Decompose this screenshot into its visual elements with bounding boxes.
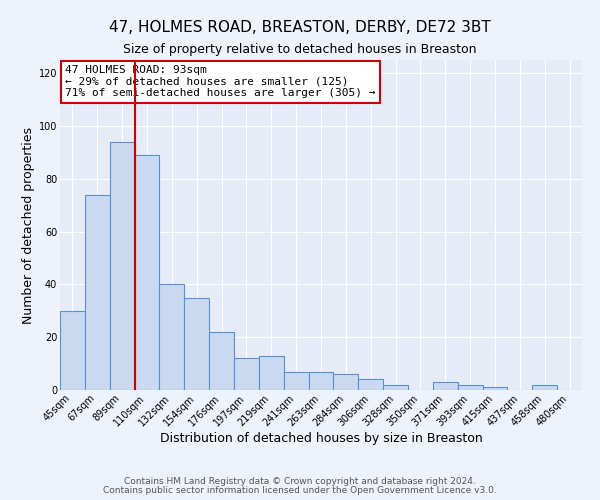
Bar: [110, 142, 134, 390]
Bar: [160, 284, 184, 390]
Bar: [532, 384, 557, 390]
Text: Contains public sector information licensed under the Open Government Licence v3: Contains public sector information licen…: [103, 486, 497, 495]
Bar: [209, 332, 234, 390]
Bar: [85, 194, 110, 390]
Text: 47 HOLMES ROAD: 93sqm
← 29% of detached houses are smaller (125)
71% of semi-det: 47 HOLMES ROAD: 93sqm ← 29% of detached …: [65, 65, 376, 98]
Bar: [308, 372, 334, 390]
Bar: [60, 311, 85, 390]
Y-axis label: Number of detached properties: Number of detached properties: [22, 126, 35, 324]
X-axis label: Distribution of detached houses by size in Breaston: Distribution of detached houses by size …: [160, 432, 482, 445]
Text: Size of property relative to detached houses in Breaston: Size of property relative to detached ho…: [123, 42, 477, 56]
Bar: [184, 298, 209, 390]
Text: Contains HM Land Registry data © Crown copyright and database right 2024.: Contains HM Land Registry data © Crown c…: [124, 477, 476, 486]
Bar: [458, 384, 482, 390]
Bar: [234, 358, 259, 390]
Bar: [259, 356, 284, 390]
Bar: [433, 382, 458, 390]
Bar: [358, 380, 383, 390]
Bar: [284, 372, 308, 390]
Text: 47, HOLMES ROAD, BREASTON, DERBY, DE72 3BT: 47, HOLMES ROAD, BREASTON, DERBY, DE72 3…: [109, 20, 491, 35]
Bar: [383, 384, 408, 390]
Bar: [482, 388, 508, 390]
Bar: [134, 155, 160, 390]
Bar: [334, 374, 358, 390]
